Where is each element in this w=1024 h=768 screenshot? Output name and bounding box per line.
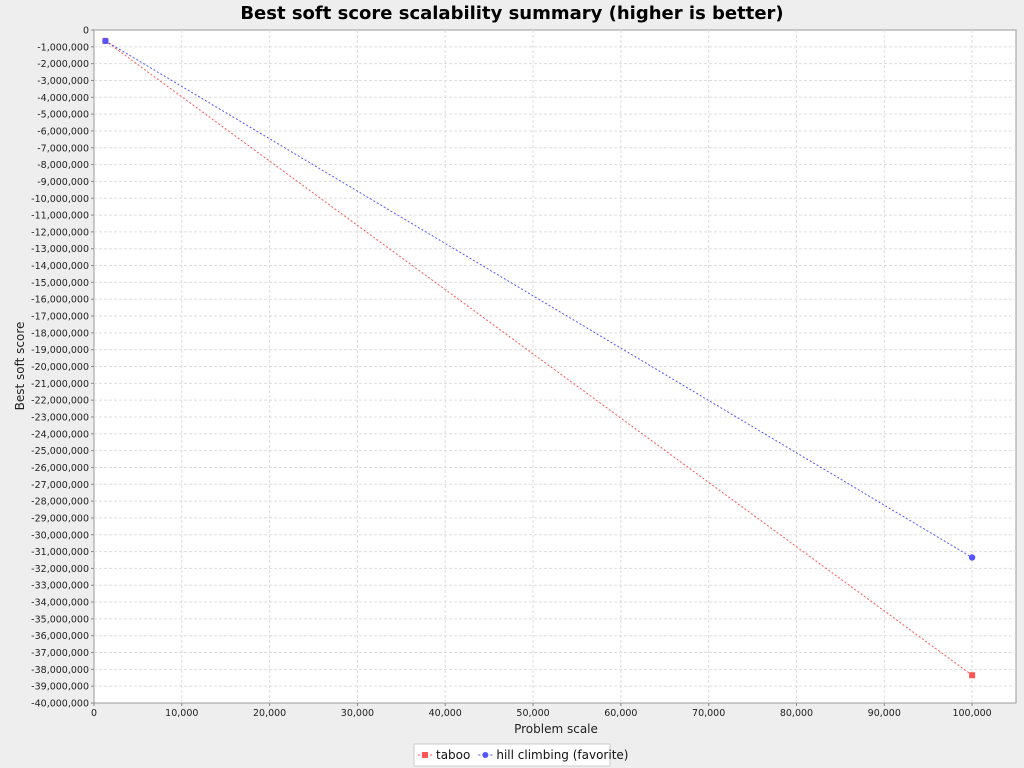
legend: taboo hill climbing (favorite)	[413, 743, 628, 767]
y-tick-label: -33,000,000	[31, 581, 89, 592]
y-tick-label: -32,000,000	[31, 564, 89, 575]
y-tick-label: -18,000,000	[31, 328, 89, 339]
legend-label: hill climbing (favorite)	[496, 748, 628, 762]
legend-box	[413, 743, 611, 767]
x-tick-label: 30,000	[341, 708, 374, 719]
y-tick-label: -28,000,000	[31, 497, 89, 508]
y-tick-label: -19,000,000	[31, 345, 89, 356]
x-tick-label: 40,000	[429, 708, 462, 719]
x-tick-label: 10,000	[165, 708, 198, 719]
grid-lines	[94, 30, 1016, 703]
x-tick-label: 90,000	[868, 708, 901, 719]
y-tick-label: -31,000,000	[31, 547, 89, 558]
legend-swatch-marker	[422, 752, 428, 758]
series	[102, 37, 976, 679]
x-tick-label: 100,000	[952, 708, 991, 719]
y-tick-label: -25,000,000	[31, 446, 89, 457]
y-tick-label: 0	[83, 26, 89, 37]
legend-item: taboo	[418, 748, 470, 762]
series-hill-climbing	[102, 37, 976, 561]
legend-item: hill climbing (favorite)	[478, 748, 628, 762]
y-tick-label: -8,000,000	[37, 160, 89, 171]
y-tick-label: -29,000,000	[31, 513, 89, 524]
y-tick-label: -11,000,000	[31, 211, 89, 222]
y-tick-label: -26,000,000	[31, 463, 89, 474]
y-tick-label: -21,000,000	[31, 379, 89, 390]
y-tick-label: -22,000,000	[31, 396, 89, 407]
y-tick-label: -12,000,000	[31, 227, 89, 238]
y-tick-label: -39,000,000	[31, 682, 89, 693]
x-tick-label: 60,000	[604, 708, 637, 719]
legend-label: taboo	[436, 748, 470, 762]
data-point	[969, 672, 976, 679]
y-tick-label: -15,000,000	[31, 278, 89, 289]
series-line	[105, 40, 973, 676]
y-tick-label: -40,000,000	[31, 699, 89, 710]
y-tick-label: -17,000,000	[31, 312, 89, 323]
series-line	[105, 40, 973, 558]
y-axis-label: Best soft score	[13, 322, 27, 411]
y-tick-label: -2,000,000	[37, 59, 89, 70]
y-tick-label: -7,000,000	[37, 143, 89, 154]
x-tick-label: 0	[91, 708, 97, 719]
y-tick-label: -5,000,000	[37, 110, 89, 121]
x-tick-label: 50,000	[516, 708, 549, 719]
y-tick-label: -23,000,000	[31, 412, 89, 423]
x-axis-ticks: 0 10,000 20,000 30,000 40,000 50,000 60,000 70,…	[91, 703, 992, 719]
y-tick-label: -14,000,000	[31, 261, 89, 272]
y-tick-label: -35,000,000	[31, 614, 89, 625]
x-axis-label: Problem scale	[514, 722, 598, 736]
x-tick-label: 70,000	[692, 708, 725, 719]
y-tick-label: -36,000,000	[31, 631, 89, 642]
y-tick-label: -9,000,000	[37, 177, 89, 188]
x-tick-label: 80,000	[780, 708, 813, 719]
y-tick-label: -1,000,000	[37, 42, 89, 53]
y-tick-label: -16,000,000	[31, 295, 89, 306]
data-point	[968, 554, 976, 561]
y-tick-label: -3,000,000	[37, 76, 89, 87]
y-tick-label: -30,000,000	[31, 530, 89, 541]
chart-title: Best soft score scalability summary (hig…	[240, 3, 783, 24]
legend-swatch-marker	[482, 752, 489, 758]
y-tick-label: -38,000,000	[31, 665, 89, 676]
y-tick-label: -27,000,000	[31, 480, 89, 491]
x-tick-label: 20,000	[253, 708, 286, 719]
y-tick-label: -24,000,000	[31, 429, 89, 440]
y-tick-label: -13,000,000	[31, 244, 89, 255]
y-tick-label: -6,000,000	[37, 126, 89, 137]
y-axis-ticks: 0 -1,000,000 -2,000,000 -3,000,000 -4,000,00…	[31, 26, 94, 710]
data-point	[102, 37, 109, 45]
y-tick-label: -37,000,000	[31, 648, 89, 659]
y-tick-label: -34,000,000	[31, 598, 89, 609]
y-tick-label: -20,000,000	[31, 362, 89, 373]
y-tick-label: -10,000,000	[31, 194, 89, 205]
y-tick-label: -4,000,000	[37, 93, 89, 104]
